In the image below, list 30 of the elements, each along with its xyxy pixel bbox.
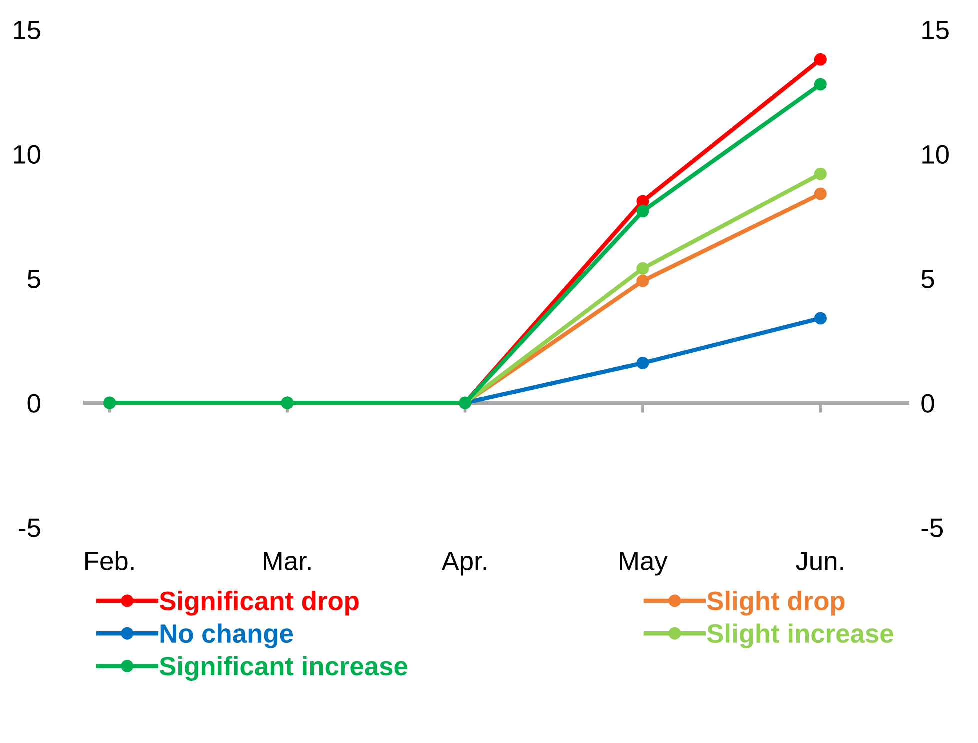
- y-tick-label: 0: [28, 394, 40, 413]
- point: [636, 274, 650, 288]
- point: [636, 195, 650, 208]
- point: [636, 262, 650, 275]
- legend-label: Slight increase: [707, 624, 894, 648]
- x-tick-label: Mar.: [264, 552, 311, 571]
- y-tick-label: 10: [14, 145, 40, 164]
- x-tick-label: Apr.: [442, 552, 486, 576]
- legend-label: Significant drop: [160, 591, 359, 616]
- point: [814, 188, 827, 200]
- y2-tick-label: 5: [922, 270, 934, 288]
- point: [814, 78, 827, 91]
- legend-label: No change: [160, 624, 294, 648]
- point: [814, 168, 827, 180]
- x-tick-label: Feb.: [86, 551, 134, 571]
- y-tick-label: 5: [28, 270, 40, 288]
- point: [636, 205, 650, 218]
- legend-label: Slight drop: [707, 591, 845, 616]
- point: [814, 53, 827, 66]
- x-tick-label: May: [620, 552, 668, 576]
- point: [636, 357, 650, 370]
- y-tick-label: 15: [14, 21, 40, 40]
- point: [814, 312, 827, 325]
- y2-tick-label: -5: [922, 518, 944, 538]
- y2-tick-label: 10: [922, 145, 949, 164]
- y2-tick-label: 0: [922, 394, 934, 413]
- legend-label: Significant increase: [160, 656, 408, 682]
- y2-tick-label: 15: [922, 21, 949, 40]
- x-tick-label: Jun.: [796, 552, 844, 571]
- y-tick-label: -5: [19, 518, 40, 538]
